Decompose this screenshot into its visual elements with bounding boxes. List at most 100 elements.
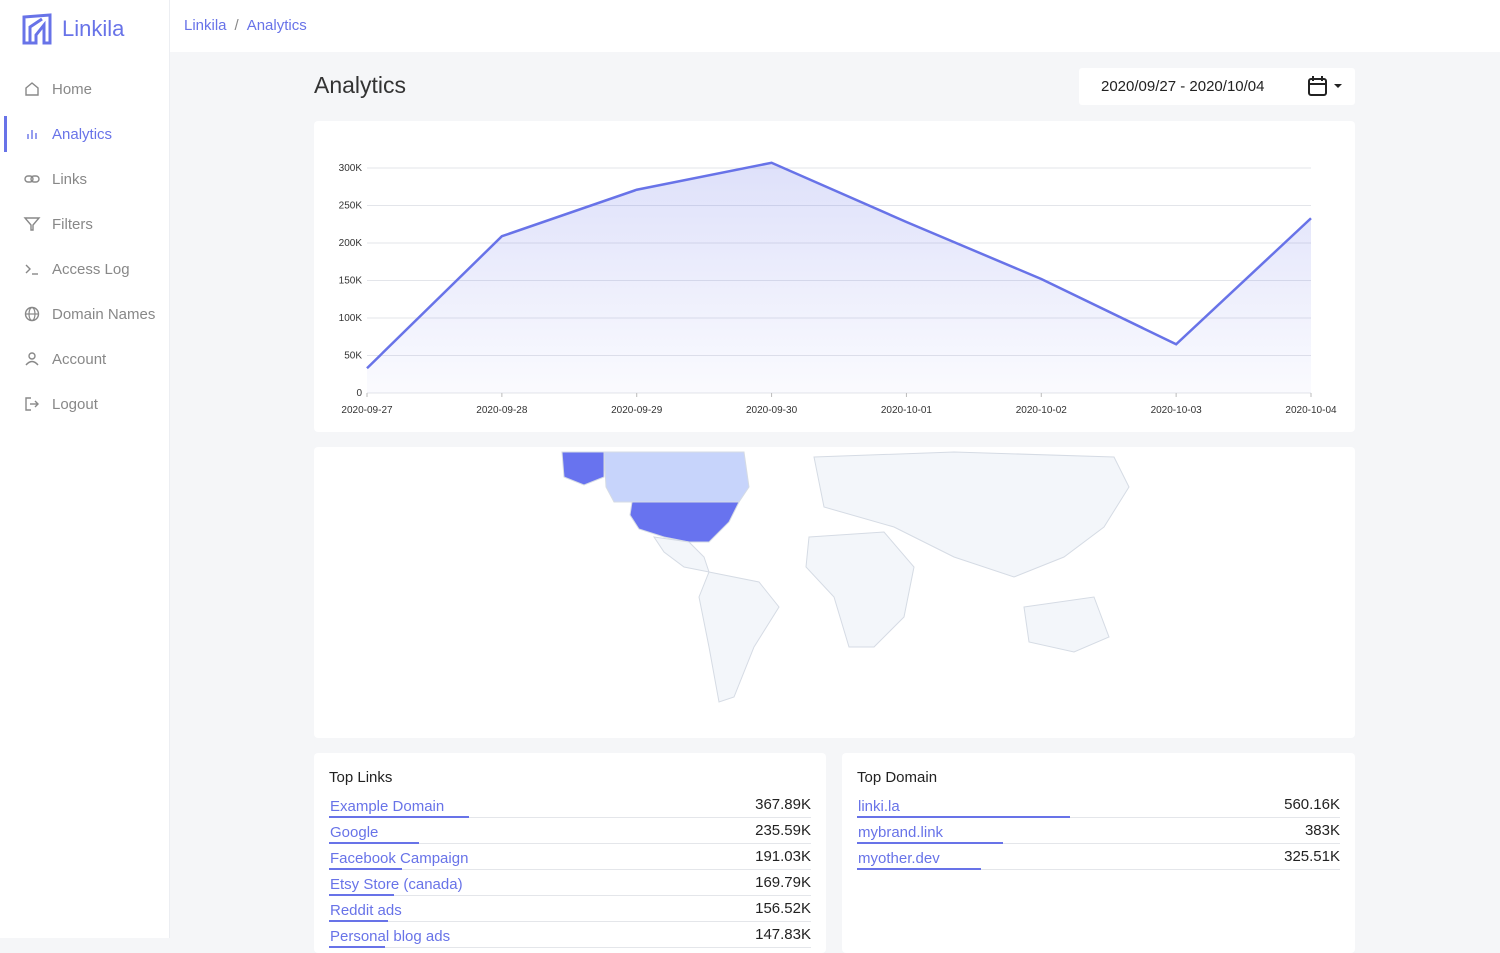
list-title: Top Links — [329, 769, 393, 786]
area — [367, 162, 1311, 393]
nav-item[interactable]: Account — [0, 341, 169, 377]
row-track — [857, 817, 1340, 818]
world-map — [561, 451, 1130, 703]
y-tick-label: 150K — [339, 276, 363, 287]
nav-item[interactable]: Filters — [0, 206, 169, 242]
south-america — [698, 571, 780, 703]
y-tick-label: 300K — [339, 163, 363, 174]
nav-item[interactable]: Logout — [0, 386, 169, 422]
nav-label: Domain Names — [52, 305, 156, 323]
row-value: 169.79K — [755, 874, 811, 891]
row-track — [329, 921, 811, 922]
row-bar — [857, 842, 1003, 844]
list-row: mybrand.link 383K — [857, 820, 1340, 846]
list-row: Personal blog ads 147.83K — [329, 924, 811, 950]
x-tick-label: 2020-09-28 — [476, 405, 528, 416]
nav-label: Access Log — [52, 260, 130, 278]
date-picker[interactable]: 2020/09/27 - 2020/10/04 — [1079, 68, 1355, 105]
nav-item[interactable]: Domain Names — [0, 296, 169, 332]
list-row: Etsy Store (canada) 169.79K — [329, 872, 811, 898]
nav-icon — [25, 352, 39, 366]
row-value: 156.52K — [755, 900, 811, 917]
x-tick-label: 2020-09-27 — [341, 405, 393, 416]
x-tick-label: 2020-09-30 — [746, 405, 798, 416]
top-domain-card: Top Domain linki.la 560.16K mybrand.link 38… — [842, 753, 1355, 953]
logo — [22, 13, 52, 45]
row-name[interactable]: Personal blog ads — [330, 928, 451, 945]
x-tick-label: 2020-09-29 — [611, 405, 663, 416]
crumb-sep: / — [234, 17, 239, 34]
list-row: linki.la 560.16K — [857, 794, 1340, 820]
list-row: Reddit ads 156.52K — [329, 898, 811, 924]
map-card — [314, 447, 1355, 738]
nav-icon — [24, 306, 40, 322]
sidebar: Linkila Home Analytics Links Filters Access … — [0, 0, 170, 938]
topbar: Linkila / Analytics — [170, 0, 1500, 52]
row-name[interactable]: myother.dev — [858, 850, 940, 867]
list-row: Example Domain 367.89K — [329, 794, 811, 820]
chart-card: 0 50K 100K 150K 200K 250K 300K 2020-09-27 2020-0… — [314, 121, 1355, 432]
eurasia — [813, 451, 1130, 578]
row-bar — [329, 868, 402, 870]
nav-item[interactable]: Links — [0, 161, 169, 197]
row-bar — [329, 894, 394, 896]
crumb[interactable]: Linkila — [184, 17, 227, 34]
row-value: 560.16K — [1284, 796, 1340, 813]
crumb[interactable]: Analytics — [246, 17, 307, 34]
nav-label: Links — [52, 170, 88, 188]
nav-item[interactable]: Analytics — [0, 116, 169, 152]
row-value: 235.59K — [755, 822, 811, 839]
x-tick-label: 2020-10-02 — [1016, 405, 1068, 416]
nav-icon — [25, 397, 39, 411]
nav-label: Home — [52, 80, 93, 98]
canada — [603, 451, 750, 503]
row-name[interactable]: Google — [330, 824, 379, 841]
nav-label: Analytics — [52, 125, 113, 143]
row-value: 367.89K — [755, 796, 811, 813]
row-bar — [329, 920, 389, 922]
x-tick-label: 2020-10-03 — [1151, 405, 1203, 416]
alaska — [561, 451, 605, 486]
list-title: Top Domain — [857, 769, 938, 786]
nav-item[interactable]: Home — [0, 71, 169, 107]
row-track — [329, 895, 811, 896]
row-name[interactable]: Facebook Campaign — [330, 850, 469, 867]
list-row: Google 235.59K — [329, 820, 811, 846]
nav-label: Account — [52, 350, 107, 368]
list-row: myother.dev 325.51K — [857, 846, 1340, 872]
row-name[interactable]: Example Domain — [330, 798, 445, 815]
breadcrumb: Linkila / Analytics — [184, 17, 307, 34]
nav-icon — [24, 175, 40, 183]
nav-icon — [25, 82, 39, 96]
row-name[interactable]: linki.la — [858, 798, 900, 815]
nav-item[interactable]: Access Log — [0, 251, 169, 287]
top-links-card: Top Links Example Domain 367.89K Google 235… — [314, 753, 826, 953]
row-value: 383K — [1304, 822, 1340, 839]
x-tick-label: 2020-10-04 — [1285, 405, 1337, 416]
brand-name: Linkila — [62, 16, 125, 41]
row-bar — [329, 946, 386, 948]
row-bar — [329, 816, 469, 818]
nav-label: Filters — [52, 215, 93, 233]
page-title: Analytics — [314, 72, 407, 98]
y-tick-label: 100K — [339, 313, 363, 324]
row-value: 325.51K — [1284, 848, 1340, 865]
row-track — [329, 843, 811, 844]
nav-label: Logout — [52, 395, 98, 413]
y-tick-label: 250K — [339, 201, 363, 212]
nav-icon — [23, 217, 41, 231]
row-name[interactable]: mybrand.link — [858, 824, 944, 841]
brand[interactable]: Linkila — [22, 13, 124, 45]
row-bar — [329, 842, 419, 844]
nav-icon — [25, 264, 38, 275]
calendar-icon — [1308, 76, 1342, 96]
row-bar — [857, 816, 1071, 818]
row-bar — [857, 868, 981, 870]
x-tick-label: 2020-10-01 — [881, 405, 933, 416]
y-tick-label: 0 — [356, 388, 362, 399]
row-name[interactable]: Reddit ads — [330, 902, 402, 919]
row-value: 147.83K — [755, 926, 811, 943]
row-name[interactable]: Etsy Store (canada) — [330, 876, 463, 893]
line — [366, 161, 1312, 370]
